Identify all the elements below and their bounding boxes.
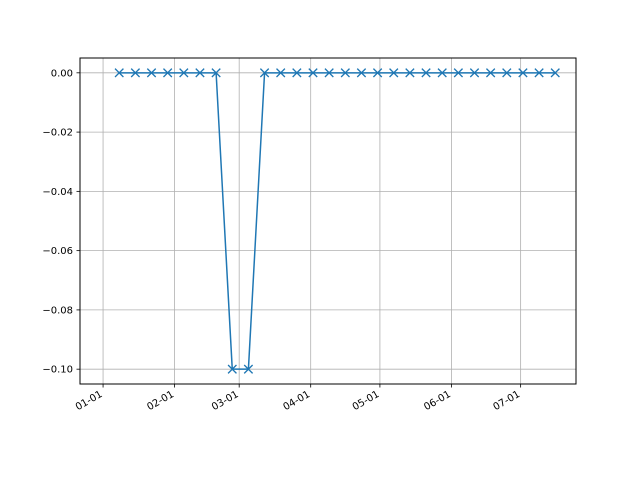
data-point-marker [518,68,528,78]
x-tick-label: 01-01 [74,389,105,413]
grid-lines [80,58,576,384]
data-point-marker [550,68,560,78]
data-point-marker [356,68,367,78]
data-point-marker [195,68,205,78]
y-tick-label: −0.02 [42,128,73,139]
data-point-marker [292,68,302,78]
data-point-marker [179,68,189,78]
x-tick-label: 04-01 [282,389,313,413]
y-tick-label: −0.08 [42,305,73,316]
x-axis-ticks: 01-01 02-01 03-01 04-01 05-01 06-01 07-01 [74,384,522,413]
y-tick-label: 0.00 [51,68,73,79]
data-point-marker [163,68,173,78]
data-point-marker [534,68,544,78]
data-point-marker [389,68,399,78]
data-point-marker [453,68,464,78]
data-point-marker [469,68,480,78]
data-point-marker [259,68,270,78]
x-tick-label: 07-01 [491,389,522,413]
x-tick-label: 02-01 [145,389,176,413]
data-point-marker [340,68,350,78]
y-tick-label: −0.10 [42,365,73,376]
y-tick-label: −0.06 [42,246,73,257]
data-point-marker [243,364,254,374]
data-point-marker [324,68,334,78]
plot-frame [79,57,577,385]
data-point-marker [502,68,512,78]
x-tick-label: 06-01 [422,389,453,413]
y-axis-ticks: 0.00 −0.02 −0.04 −0.06 −0.08 −0.10 [42,68,80,376]
data-point-marker [421,68,431,78]
data-point-marker [437,68,447,78]
data-point-marker [227,364,237,374]
data-point-marker [485,68,496,78]
data-point-marker [308,68,318,78]
data-point-marker [146,68,157,78]
data-point-marker [114,68,124,78]
y-tick-label: −0.04 [42,187,73,198]
data-point-marker [372,68,383,78]
data-point-marker [276,68,286,78]
x-tick-label: 05-01 [351,389,382,413]
x-tick-label: 03-01 [210,389,241,413]
data-point-marker [405,68,415,78]
data-point-marker [130,68,141,78]
series-line-path [119,72,556,370]
data-point-marker [211,68,221,78]
series-line [119,72,556,370]
series-markers [114,68,560,374]
